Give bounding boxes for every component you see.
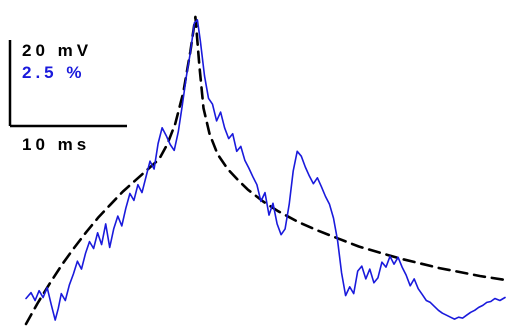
scale-bar: 20 mV 2.5 % 10 ms	[8, 40, 127, 154]
scale-label-voltage: 20 mV	[22, 41, 92, 60]
scale-label-percent: 2.5 %	[22, 63, 85, 82]
fit-curve-dashed	[24, 15, 507, 326]
scale-label-time: 10 ms	[22, 135, 90, 154]
plot-area	[24, 15, 507, 326]
trace-line-blue	[25, 19, 506, 321]
